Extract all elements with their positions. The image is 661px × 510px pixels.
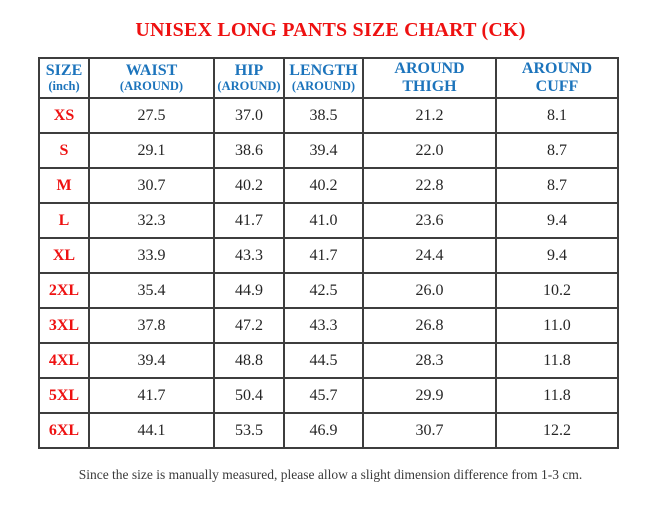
cuff-value: 8.7 [495, 167, 619, 204]
waist-value: 32.3 [88, 202, 215, 239]
length-value: 45.7 [283, 377, 364, 414]
table-row: L 32.3 41.7 41.0 23.6 9.4 [38, 202, 619, 239]
table-row: XS 27.5 37.0 38.5 21.2 8.1 [38, 97, 619, 134]
size-label: L [38, 202, 90, 239]
col-header-thigh-main: AROUND [394, 60, 465, 78]
col-header-around-cuff: AROUND CUFF [495, 57, 619, 99]
cuff-value: 9.4 [495, 237, 619, 274]
hip-value: 50.4 [213, 377, 285, 414]
length-value: 42.5 [283, 272, 364, 309]
hip-value: 40.2 [213, 167, 285, 204]
hip-value: 38.6 [213, 132, 285, 169]
col-header-hip: HIP (AROUND) [213, 57, 285, 99]
col-header-size-sub: (inch) [48, 78, 80, 93]
col-header-length: LENGTH (AROUND) [283, 57, 364, 99]
length-value: 41.0 [283, 202, 364, 239]
cuff-value: 11.8 [495, 377, 619, 414]
col-header-cuff-main: AROUND [521, 60, 593, 78]
col-header-length-sub: (AROUND) [291, 78, 356, 93]
size-label: M [38, 167, 90, 204]
thigh-value: 30.7 [362, 412, 497, 449]
thigh-value: 22.8 [362, 167, 497, 204]
col-header-waist-main: WAIST [125, 62, 178, 80]
footer-note: Since the size is manually measured, ple… [78, 467, 583, 482]
col-header-waist-sub: (AROUND) [119, 78, 184, 93]
size-label: 6XL [38, 412, 90, 449]
length-value: 39.4 [283, 132, 364, 169]
waist-value: 27.5 [88, 97, 215, 134]
length-value: 43.3 [283, 307, 364, 344]
table-row: 2XL 35.4 44.9 42.5 26.0 10.2 [38, 272, 619, 309]
page-title: UNISEX LONG PANTS SIZE CHART (CK) [135, 19, 526, 41]
thigh-value: 28.3 [362, 342, 497, 379]
col-header-thigh-sub: THIGH [402, 78, 457, 95]
col-header-hip-sub: (AROUND) [217, 78, 281, 93]
size-label: 4XL [38, 342, 90, 379]
size-label: XL [38, 237, 90, 274]
hip-value: 37.0 [213, 97, 285, 134]
hip-value: 48.8 [213, 342, 285, 379]
waist-value: 44.1 [88, 412, 215, 449]
cuff-value: 8.7 [495, 132, 619, 169]
cuff-value: 10.2 [495, 272, 619, 309]
hip-value: 43.3 [213, 237, 285, 274]
size-label: 3XL [38, 307, 90, 344]
cuff-value: 11.0 [495, 307, 619, 344]
waist-value: 41.7 [88, 377, 215, 414]
waist-value: 30.7 [88, 167, 215, 204]
hip-value: 41.7 [213, 202, 285, 239]
thigh-value: 22.0 [362, 132, 497, 169]
size-label: 5XL [38, 377, 90, 414]
size-label: XS [38, 97, 90, 134]
thigh-value: 29.9 [362, 377, 497, 414]
waist-value: 29.1 [88, 132, 215, 169]
table-row: 5XL 41.7 50.4 45.7 29.9 11.8 [38, 377, 619, 414]
size-label: S [38, 132, 90, 169]
table-row: 3XL 37.8 47.2 43.3 26.8 11.0 [38, 307, 619, 344]
length-value: 46.9 [283, 412, 364, 449]
table-row: S 29.1 38.6 39.4 22.0 8.7 [38, 132, 619, 169]
col-header-length-main: LENGTH [289, 62, 358, 80]
table-row: M 30.7 40.2 40.2 22.8 8.7 [38, 167, 619, 204]
table-row: 4XL 39.4 48.8 44.5 28.3 11.8 [38, 342, 619, 379]
length-value: 38.5 [283, 97, 364, 134]
cuff-value: 9.4 [495, 202, 619, 239]
cuff-value: 8.1 [495, 97, 619, 134]
thigh-value: 24.4 [362, 237, 497, 274]
length-value: 40.2 [283, 167, 364, 204]
waist-value: 33.9 [88, 237, 215, 274]
col-header-cuff-sub: CUFF [535, 78, 579, 95]
col-header-size: SIZE (inch) [38, 57, 90, 99]
size-label: 2XL [38, 272, 90, 309]
thigh-value: 26.8 [362, 307, 497, 344]
table-row: 6XL 44.1 53.5 46.9 30.7 12.2 [38, 412, 619, 449]
hip-value: 47.2 [213, 307, 285, 344]
header-row: SIZE (inch) WAIST (AROUND) HIP (AROUND) … [38, 57, 619, 99]
waist-value: 39.4 [88, 342, 215, 379]
waist-value: 37.8 [88, 307, 215, 344]
hip-value: 53.5 [213, 412, 285, 449]
size-chart-table: SIZE (inch) WAIST (AROUND) HIP (AROUND) … [38, 57, 619, 449]
hip-value: 44.9 [213, 272, 285, 309]
waist-value: 35.4 [88, 272, 215, 309]
length-value: 44.5 [283, 342, 364, 379]
col-header-around-thigh: AROUND THIGH [362, 57, 497, 99]
cuff-value: 11.8 [495, 342, 619, 379]
thigh-value: 26.0 [362, 272, 497, 309]
thigh-value: 21.2 [362, 97, 497, 134]
cuff-value: 12.2 [495, 412, 619, 449]
col-header-hip-main: HIP [234, 62, 264, 80]
col-header-waist: WAIST (AROUND) [88, 57, 215, 99]
table-row: XL 33.9 43.3 41.7 24.4 9.4 [38, 237, 619, 274]
col-header-size-main: SIZE [45, 62, 83, 80]
length-value: 41.7 [283, 237, 364, 274]
thigh-value: 23.6 [362, 202, 497, 239]
